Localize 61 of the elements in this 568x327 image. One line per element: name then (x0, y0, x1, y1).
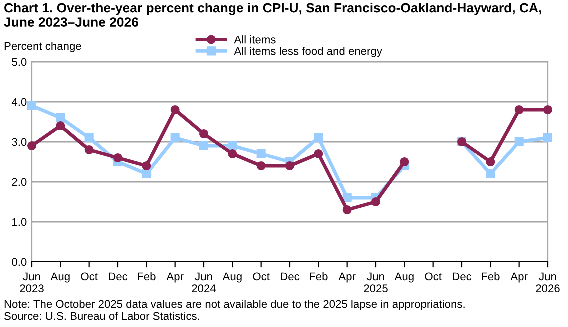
point (56, 113, 66, 123)
text: Note: The October 2025 data values are not available due to the 2025 lapse in appropriations. (4, 300, 465, 310)
point (199, 129, 209, 139)
point (314, 133, 324, 143)
x-tick-label: Jun 2023 (20, 272, 44, 293)
x-tick-label: Oct (253, 272, 270, 281)
x-tick-label: Dec (281, 272, 300, 281)
point (342, 193, 352, 203)
point (285, 161, 295, 171)
y-tick-label: 1.0 (12, 218, 27, 226)
point (400, 157, 410, 167)
point (27, 101, 37, 111)
point (199, 141, 209, 151)
x-tick-label: Dec (109, 272, 128, 281)
point (228, 149, 238, 159)
source-note: Source: U.S. Bureau of Labor Statistics. (4, 312, 200, 320)
point (84, 133, 94, 143)
point (56, 121, 66, 131)
point (142, 169, 152, 179)
y-tick-label: 4.0 (12, 98, 27, 106)
point (486, 169, 496, 179)
x-tick-label: Aug (394, 272, 414, 283)
point (256, 161, 266, 171)
y-tick-label: 2.0 (12, 178, 27, 186)
point (256, 149, 266, 159)
chart-title: Chart 1. Over-the-year percent change in CPI-U, San Francisco-Oakland-Hayward, CA, June 2023–June 2026 (4, 3, 542, 27)
y-tick-label: 3.0 (12, 138, 27, 146)
x-tick-label: Oct (81, 272, 98, 281)
point (514, 137, 524, 147)
point (84, 145, 94, 155)
x-tick-label: Feb (310, 272, 328, 281)
x-tick-label: Jun 2025 (364, 272, 388, 293)
point (543, 133, 553, 143)
point (228, 141, 238, 151)
x-tick-label: Dec (453, 272, 472, 281)
point (342, 205, 352, 215)
x-tick-label: Aug (222, 272, 242, 283)
y-tick-label: 5.0 (12, 58, 27, 66)
point (27, 141, 37, 151)
x-tick-label: Feb (138, 272, 156, 281)
legend-label: All items less food and energy (234, 47, 382, 58)
x-tick-label: Apr (510, 272, 528, 283)
y-axis-title: Percent change (4, 42, 82, 52)
point (514, 105, 524, 115)
x-tick-label: Jun 2024 (192, 272, 216, 293)
x-tick-label: Jun 2026 (536, 272, 560, 293)
point (543, 105, 553, 115)
x-tick-label: Apr (338, 272, 356, 283)
point (314, 149, 324, 159)
x-tick-label: Aug (50, 272, 70, 283)
point (371, 197, 381, 207)
x-tick-label: Feb (482, 272, 500, 281)
point (486, 157, 496, 167)
point (142, 161, 152, 171)
x-tick-label: Apr (166, 272, 184, 283)
point (170, 133, 180, 143)
x-tick-label: Oct (425, 272, 442, 281)
point (113, 153, 123, 163)
point (170, 105, 180, 115)
legend-label: All items (234, 36, 276, 44)
y-tick-label: 0.0 (12, 258, 27, 266)
